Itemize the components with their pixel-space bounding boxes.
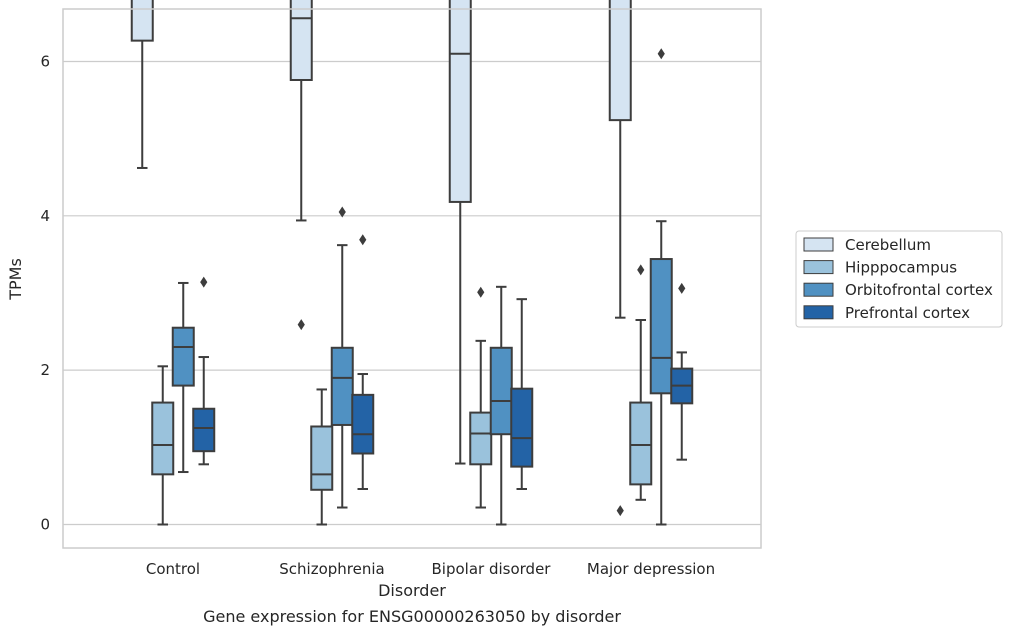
- x-axis-label: Disorder: [378, 581, 446, 600]
- box-1-1: [310, 388, 334, 526]
- box-2-2: [489, 285, 513, 526]
- box-iqr: [608, 0, 632, 122]
- box-2-1: [330, 206, 354, 509]
- outlier-point: [297, 319, 305, 331]
- box-iqr: [310, 425, 334, 491]
- legend-label: Orbitofrontal cortex: [845, 281, 993, 299]
- outlier-point: [616, 505, 624, 517]
- box-0-0: [130, 0, 154, 169]
- box-iqr: [489, 346, 513, 436]
- y-tick-label: 2: [40, 361, 50, 379]
- x-tick-label: Bipolar disorder: [432, 560, 552, 578]
- box-2-0: [171, 281, 195, 474]
- y-tick-label: 6: [40, 52, 50, 70]
- outlier-point: [338, 206, 346, 218]
- x-tick-labels: Control Schizophrenia Bipolar disorder Majo…: [146, 560, 715, 578]
- box-iqr: [448, 0, 472, 203]
- legend-label: Hipppocampus: [845, 259, 957, 277]
- y-axis-label: TPMs: [6, 258, 25, 301]
- box-iqr: [469, 411, 493, 466]
- box-iqr: [629, 401, 653, 486]
- box-1-0: [151, 365, 175, 526]
- outlier-point: [200, 276, 208, 288]
- box-1-2: [469, 286, 493, 509]
- legend: Cerebellum Hipppocampus Orbitofrontal cort…: [795, 230, 1003, 328]
- x-tick-label: Control: [146, 560, 200, 578]
- box-iqr: [151, 401, 175, 476]
- box-iqr: [649, 258, 673, 395]
- legend-label: Cerebellum: [845, 236, 931, 254]
- x-tick-label: Major depression: [587, 560, 715, 578]
- legend-swatch: [803, 305, 834, 320]
- y-tick-labels: 024681012: [40, 52, 50, 534]
- box-iqr: [192, 407, 216, 453]
- box-1-3: [629, 264, 653, 501]
- outlier-point: [637, 264, 645, 276]
- boxes: [130, 0, 694, 526]
- box-3-3: [670, 282, 694, 461]
- box-3-1: [351, 234, 375, 491]
- box-0-3: [608, 0, 632, 517]
- outlier-point: [359, 234, 367, 246]
- box-iqr: [289, 0, 313, 82]
- y-tick-label: 4: [40, 207, 50, 225]
- chart-caption: Gene expression for ENSG00000263050 by d…: [203, 607, 621, 626]
- box-0-2: [448, 0, 472, 465]
- outlier-point: [678, 282, 686, 294]
- legend-label: Prefrontal cortex: [845, 304, 970, 322]
- outlier-point: [477, 286, 485, 298]
- legend-swatch: [803, 237, 834, 252]
- outlier-point: [657, 48, 665, 60]
- box-3-0: [192, 276, 216, 466]
- y-tick-label: 0: [40, 516, 50, 534]
- plot-frame: [62, 8, 762, 549]
- legend-frame: [795, 230, 1003, 328]
- legend-swatch: [803, 260, 834, 275]
- box-0-1: [289, 0, 313, 331]
- box-iqr: [330, 346, 354, 426]
- box-iqr: [171, 326, 195, 387]
- box-iqr: [130, 0, 154, 42]
- legend-swatch: [803, 282, 834, 297]
- box-iqr: [510, 387, 534, 468]
- box-3-2: [510, 298, 534, 491]
- x-tick-label: Schizophrenia: [279, 560, 384, 578]
- box-iqr: [351, 393, 375, 455]
- box-2-3: [649, 48, 673, 526]
